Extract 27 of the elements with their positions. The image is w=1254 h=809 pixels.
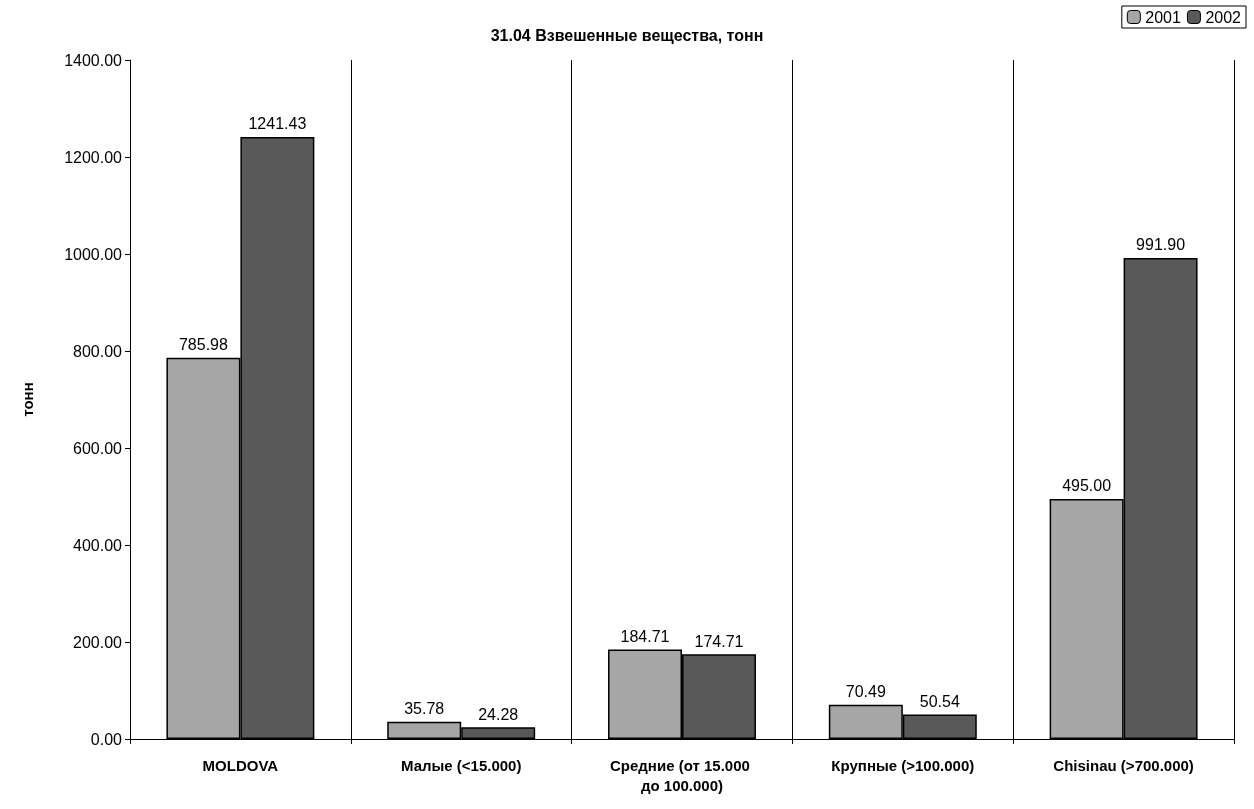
x-tick-label: MOLDOVA	[202, 756, 279, 774]
data-label: 495.00	[1062, 477, 1112, 495]
y-tick-label: 0.00	[90, 730, 123, 748]
y-tick-label: 800.00	[73, 342, 123, 360]
x-tick-label: Малые (<15.000)	[400, 756, 522, 774]
legend-label: 2002	[1205, 8, 1242, 26]
data-label: 991.90	[1136, 236, 1186, 254]
data-label: 50.54	[919, 692, 960, 710]
y-tick-label: 1200.00	[64, 148, 123, 166]
y-axis-title: тонн	[19, 382, 36, 417]
data-label: 24.28	[478, 705, 519, 723]
y-tick-label: 600.00	[73, 439, 123, 457]
data-label: 70.49	[845, 683, 886, 701]
data-label: 174.71	[694, 632, 744, 650]
data-label: 35.78	[404, 700, 445, 718]
data-label: 1241.43	[248, 115, 307, 133]
x-tick-label: Chisinau (>700.000)	[1053, 756, 1194, 774]
y-tick-label: 200.00	[73, 633, 123, 651]
x-tick-label: Крупные (>100.000)	[831, 756, 975, 774]
x-tick-label: Средние (от 15.000 до 100.000)	[610, 756, 754, 794]
data-label: 184.71	[620, 627, 670, 645]
chart-title: 31.04 Взвешенные вещества, тонн	[490, 26, 764, 44]
data-label: 785.98	[178, 336, 228, 354]
y-tick-label: 1000.00	[64, 245, 123, 263]
legend-label: 2001	[1145, 8, 1182, 26]
y-tick-label: 1400.00	[64, 51, 123, 69]
y-tick-label: 400.00	[73, 536, 123, 554]
